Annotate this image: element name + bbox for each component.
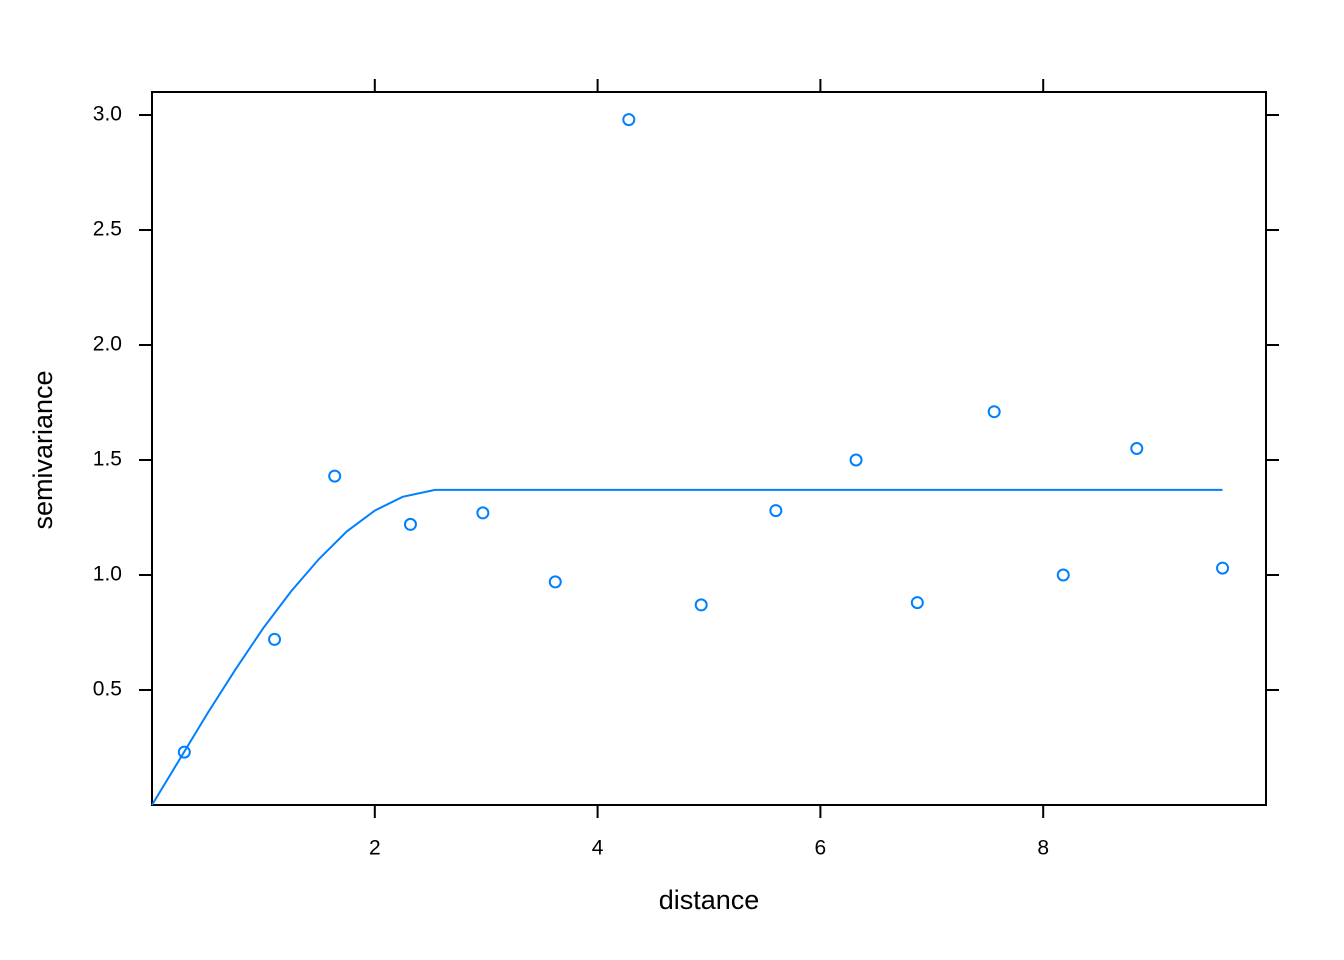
model-line [151,488,1223,806]
point [177,745,191,759]
point [910,596,924,610]
x-tick-label: 4 [592,837,604,860]
point [328,469,342,483]
x-tick-label: 6 [815,837,827,860]
point [987,405,1001,419]
y-tick-label: 2.5 [93,218,122,241]
point [849,453,863,467]
point [1216,561,1230,575]
x-tick-label: 2 [369,837,381,860]
y-tick-label: 3.0 [93,103,122,126]
point [769,504,783,518]
x-tick-label: 8 [1037,837,1049,860]
x-axis-title: distance [659,885,760,915]
point [548,575,562,589]
plot-frame [151,91,1267,806]
y-tick-label: 0.5 [93,678,122,701]
point [268,632,282,646]
point [694,598,708,612]
y-axis-title: semivariance [28,370,58,529]
y-tick-label: 1.0 [93,563,122,586]
point [476,506,490,520]
y-tick-label: 1.5 [93,448,122,471]
point [403,517,417,531]
point [1130,442,1144,455]
y-tick-label: 2.0 [93,333,122,356]
point [622,113,636,127]
point [1056,568,1070,582]
